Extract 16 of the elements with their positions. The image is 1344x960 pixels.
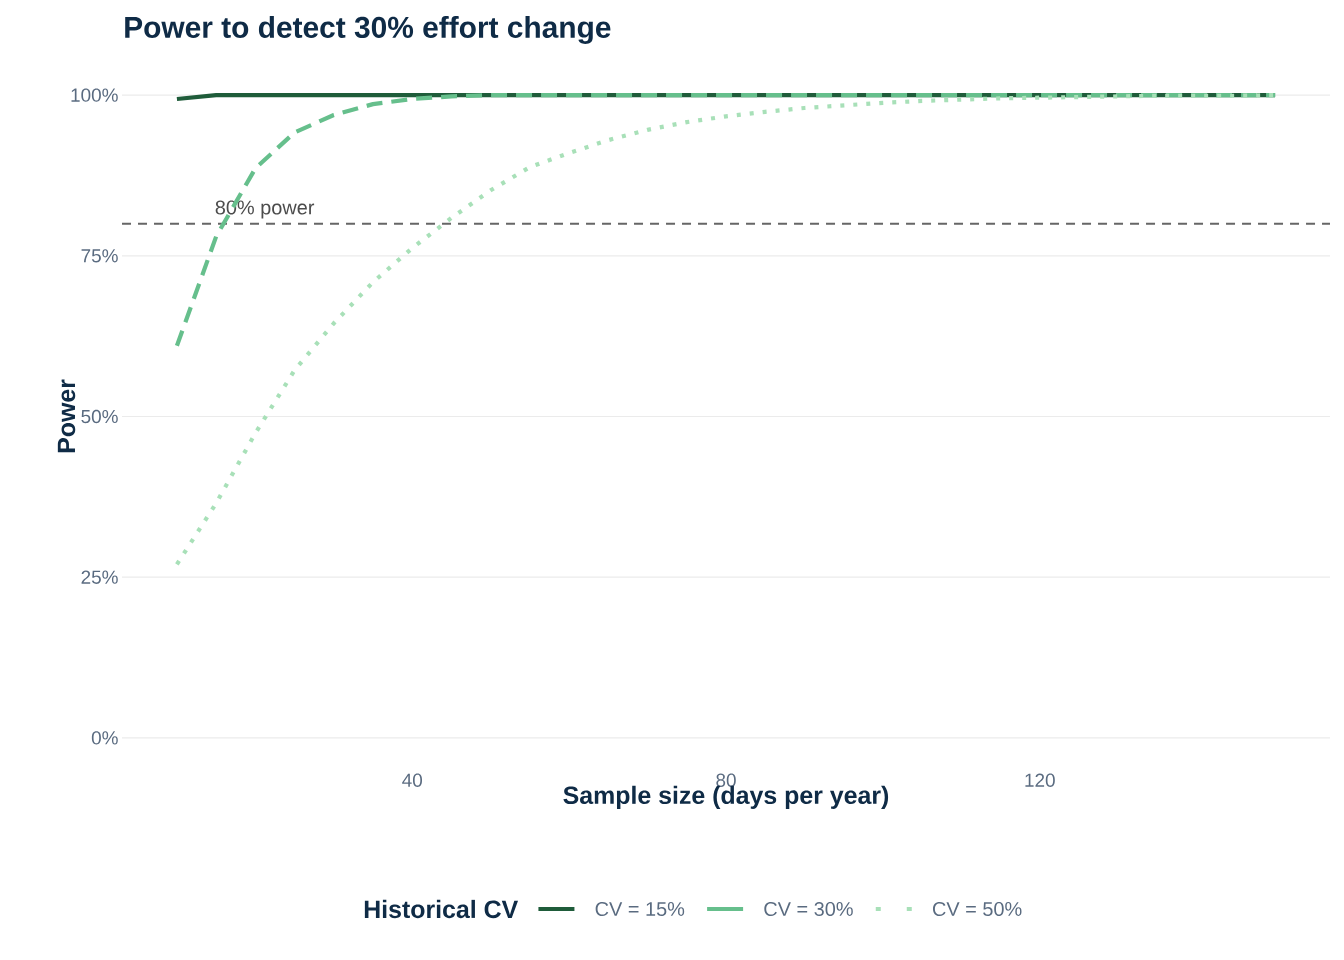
ref-line-label: 80% power [215, 200, 315, 219]
y-tick-label: 0% [91, 731, 118, 745]
y-tick-label: 75% [81, 249, 118, 263]
x-tick-label: 80 [716, 773, 736, 787]
x-tick-label: 40 [402, 773, 423, 787]
chart-title: Power to detect 30% effort change [125, 15, 611, 44]
legend-title: Historical CV [364, 899, 519, 919]
legend-label: CV = 50% [932, 901, 1022, 917]
y-tick-label: 50% [81, 409, 118, 424]
legend-label: CV = 15% [595, 901, 685, 917]
y-axis-title: Power [57, 379, 76, 453]
y-tick-label: 100% [71, 88, 118, 102]
x-tick-label: 120 [1025, 773, 1055, 787]
y-tick-label: 25% [81, 570, 118, 584]
legend-label: CV = 30% [764, 901, 853, 917]
x-axis-title: Sample size (days per year) [563, 785, 889, 809]
